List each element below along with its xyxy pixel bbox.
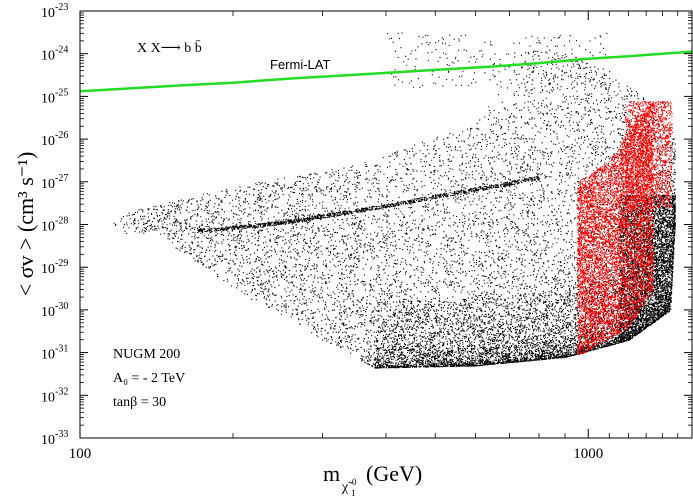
scatter-points-layer xyxy=(113,32,676,369)
y-tick-label: 10-27 xyxy=(41,173,68,192)
x-axis-label-sub-sub: 1 xyxy=(351,488,356,498)
model-label: NUGM 200 xyxy=(113,347,180,362)
y-tick-label: 10-23 xyxy=(41,2,68,21)
tanbeta-label: tanβ = 30 xyxy=(113,395,166,410)
x-axis-label-unit: (GeV) xyxy=(366,461,422,486)
y-tick-label: 10-32 xyxy=(41,386,68,405)
black-scatter-points xyxy=(113,32,676,369)
y-tick-label: 10-30 xyxy=(41,301,68,320)
y-tick-label: 10-26 xyxy=(41,130,68,149)
y-axis-label: < σv > (cm³ s⁻¹) xyxy=(13,152,38,297)
x-axis-label-main: m xyxy=(323,461,340,486)
x-tick-label: 1000 xyxy=(573,446,603,462)
fermi-lat-line xyxy=(79,50,693,93)
red-scatter-points xyxy=(576,100,673,356)
axes-layer: 10-23 10-24 10-25 10-26 10-27 10-28 10-29 10-30… xyxy=(41,2,693,462)
lines-layer xyxy=(79,50,693,93)
y-tick-label: 10-25 xyxy=(41,87,68,106)
y-tick-label: 10-29 xyxy=(41,258,68,277)
y-tick-label: 10-33 xyxy=(41,429,68,448)
process-label: X X⟶ b b̄ xyxy=(137,40,202,56)
y-tick-label: 10-28 xyxy=(41,216,68,235)
x-axis-label: m χ̃ 0 1 (GeV) xyxy=(323,461,422,498)
a0-label: A₀ = - 2 TeV xyxy=(113,371,185,386)
x-tick-label: 100 xyxy=(69,446,92,462)
fermi-lat-label: Fermi-LAT xyxy=(270,57,330,72)
y-tick-label: 10-31 xyxy=(41,344,68,363)
y-tick-label: 10-24 xyxy=(41,45,68,64)
x-axis-label-sub-sup: 0 xyxy=(352,477,357,487)
